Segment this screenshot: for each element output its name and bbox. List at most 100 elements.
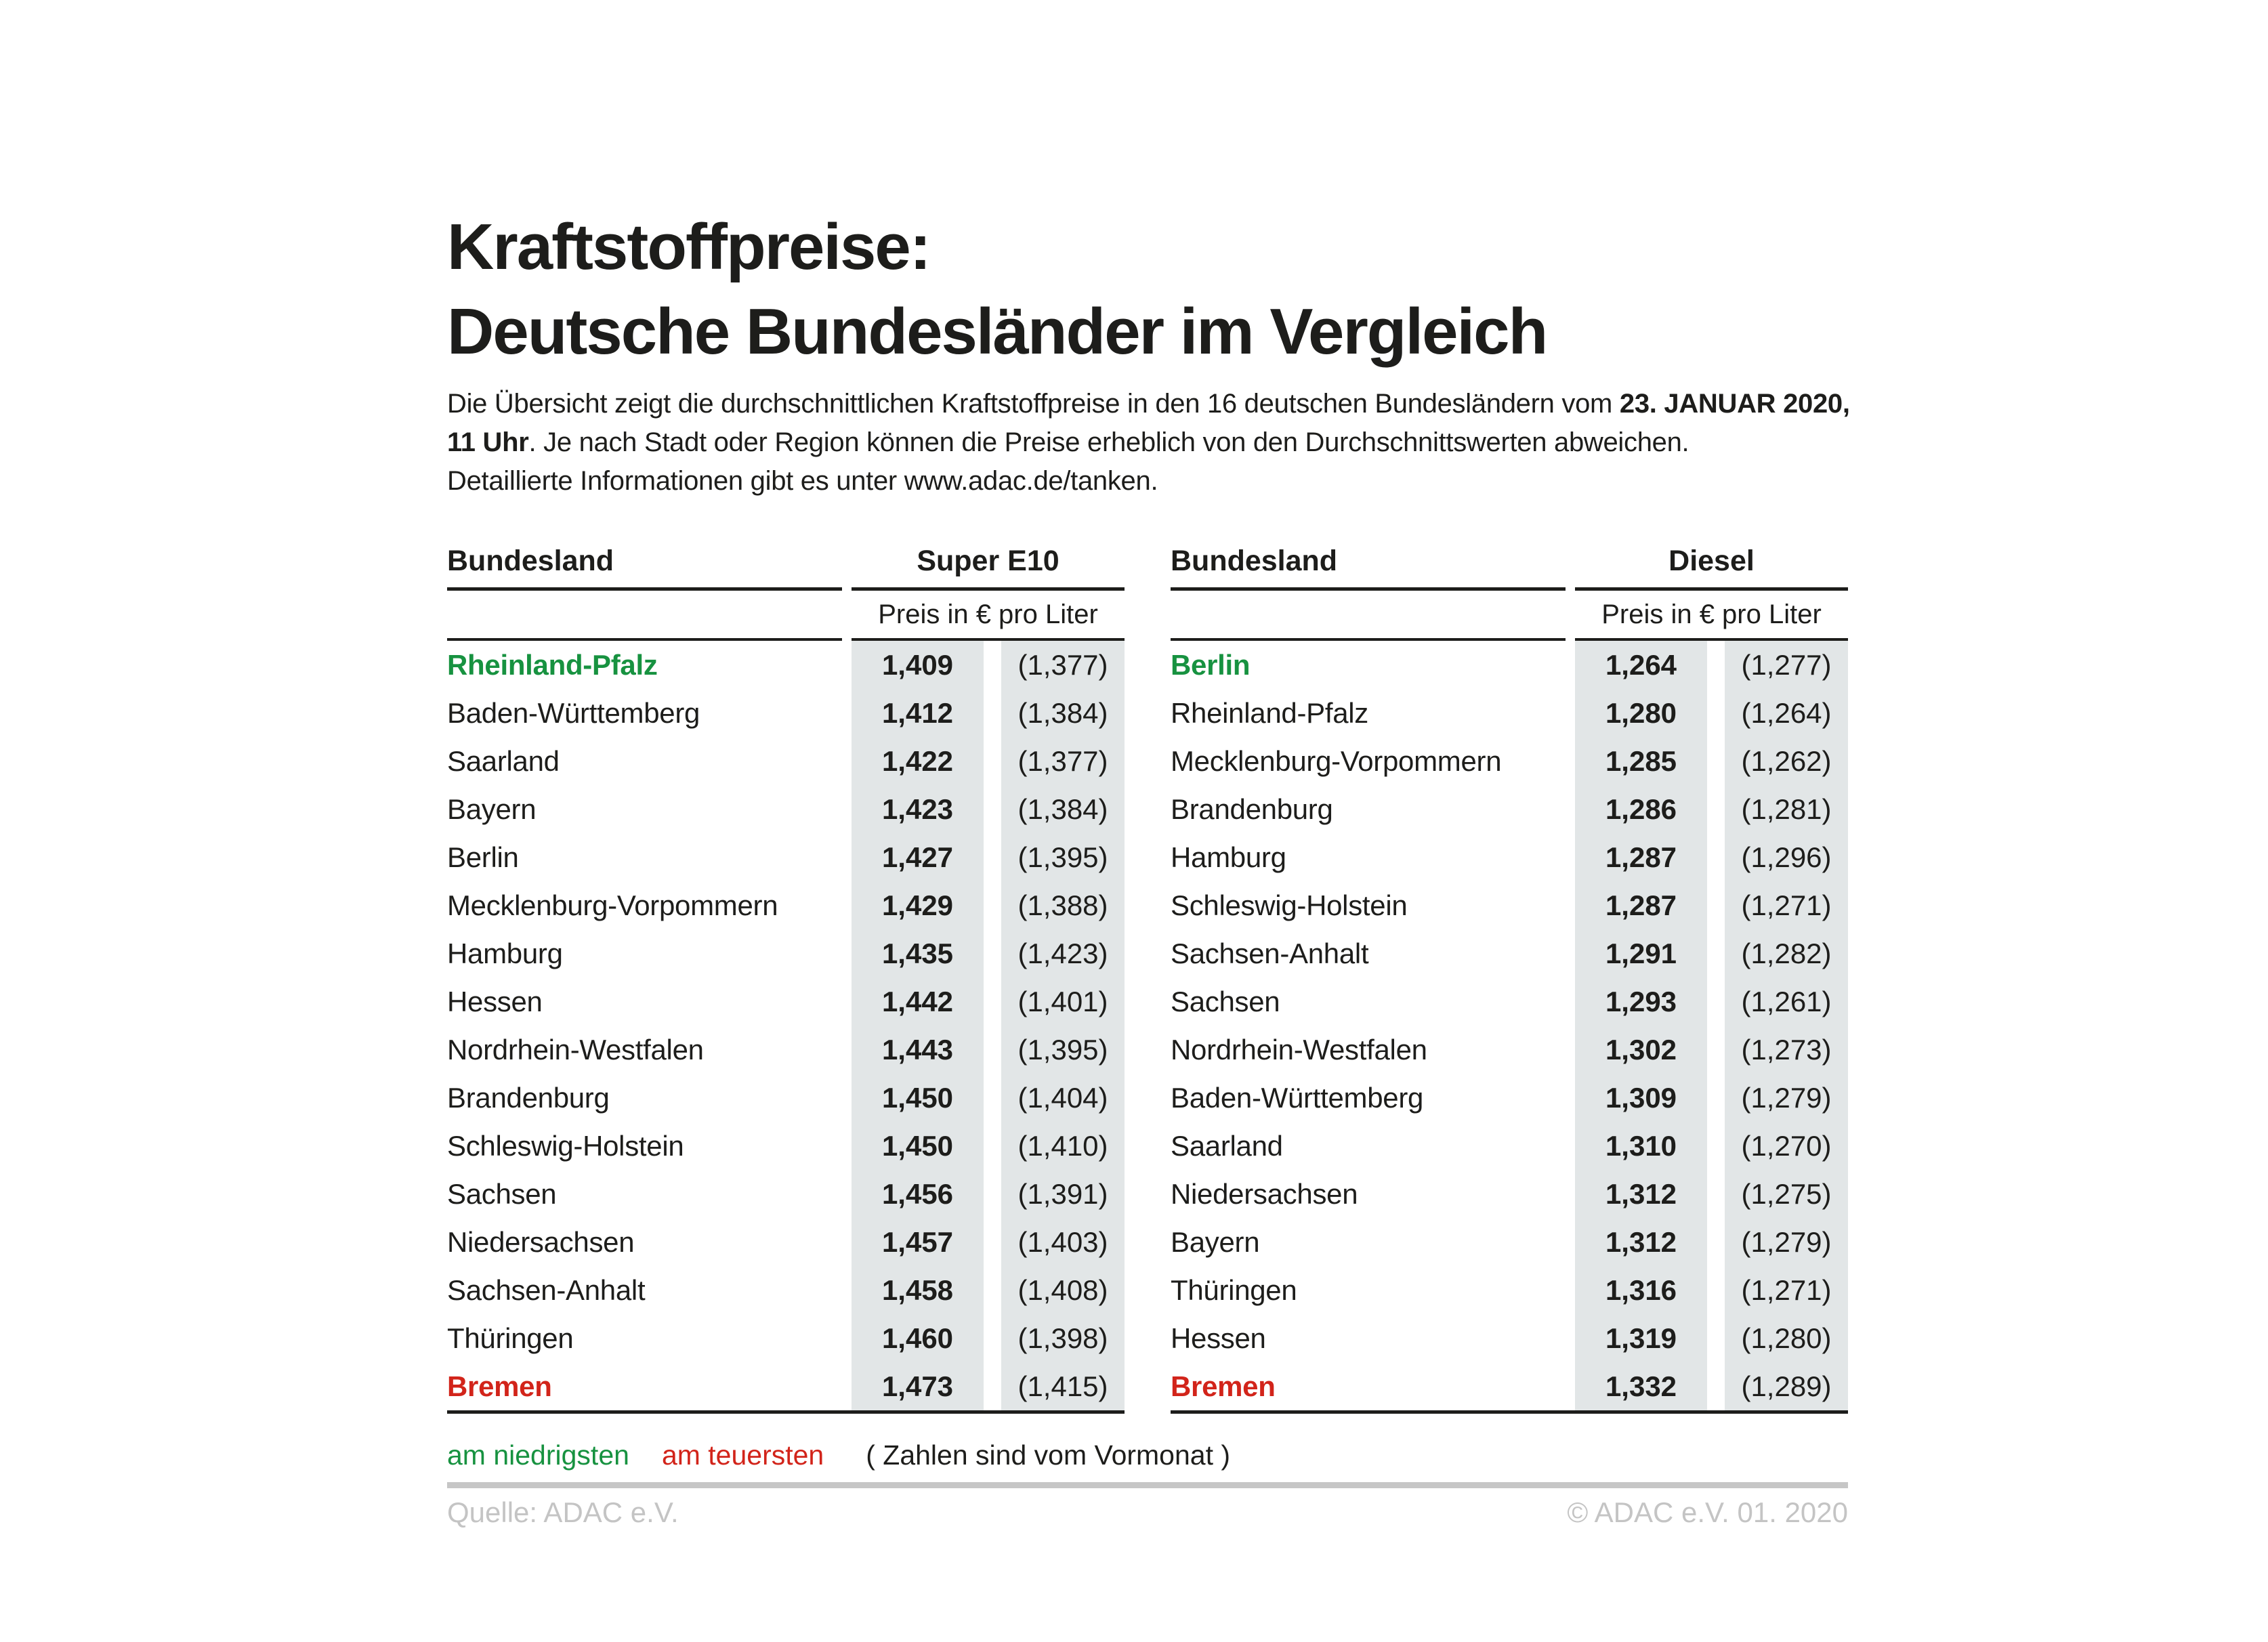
- price-value: 1,443: [881, 1033, 954, 1066]
- previous-month-value: (1,398): [1017, 1322, 1108, 1354]
- table-row: Thüringen 1,316 (1,271): [1171, 1266, 1848, 1314]
- previous-month-value: (1,401): [1017, 985, 1108, 1017]
- subheader-rule: [1171, 638, 1848, 641]
- price-value: 1,409: [881, 648, 954, 681]
- intro-text: . Je nach Stadt oder Region können die P…: [528, 427, 1689, 457]
- intro-line-2: 11 Uhr. Je nach Stadt oder Region können…: [447, 423, 1848, 462]
- footer: Quelle: ADAC e.V. © ADAC e.V. 01. 2020: [447, 1496, 1848, 1529]
- table-row: Nordrhein-Westfalen 1,302 (1,273): [1171, 1026, 1848, 1074]
- previous-month-value: (1,388): [1017, 889, 1108, 921]
- tables-container: Bundesland Super E10 Preis in € pro Lite…: [447, 536, 1848, 1414]
- intro-time-bold: 11 Uhr: [447, 427, 529, 457]
- legend-note: ( Zahlen sind vom Vormonat ): [866, 1439, 1231, 1471]
- state-name: Nordrhein-Westfalen: [447, 1033, 704, 1066]
- price-value: 1,286: [1605, 793, 1677, 825]
- table-header: Bundesland Super E10: [447, 536, 1125, 587]
- state-name: Bayern: [447, 793, 537, 825]
- table-row: Schleswig-Holstein 1,287 (1,271): [1171, 881, 1848, 929]
- previous-month-value: (1,423): [1017, 937, 1108, 969]
- table-subheader: Preis in € pro Liter: [447, 591, 1125, 638]
- price-value: 1,450: [881, 1081, 954, 1114]
- state-name: Mecklenburg-Vorpommern: [447, 889, 778, 921]
- table-row: Hamburg 1,287 (1,296): [1171, 833, 1848, 881]
- previous-month-value: (1,391): [1017, 1177, 1108, 1210]
- previous-month-value: (1,289): [1741, 1370, 1832, 1402]
- unit-label: Preis in € pro Liter: [878, 599, 1098, 629]
- legend-lowest-label: am niedrigsten: [447, 1439, 629, 1471]
- table-row: Mecklenburg-Vorpommern 1,429 (1,388): [447, 881, 1125, 929]
- previous-month-value: (1,296): [1741, 841, 1832, 873]
- table-row: Saarland 1,310 (1,270): [1171, 1122, 1848, 1170]
- table-row: Sachsen 1,456 (1,391): [447, 1170, 1125, 1218]
- table-super-e10: Bundesland Super E10 Preis in € pro Lite…: [447, 536, 1125, 1414]
- previous-month-value: (1,377): [1017, 648, 1108, 681]
- previous-month-value: (1,271): [1741, 1273, 1832, 1306]
- price-value: 1,427: [881, 841, 954, 873]
- column-header-bundesland: Bundesland: [1171, 545, 1338, 577]
- state-name: Berlin: [447, 841, 519, 873]
- price-column-background: [1575, 641, 1707, 1410]
- price-value: 1,312: [1605, 1225, 1677, 1258]
- state-name: Baden-Württemberg: [1171, 1081, 1424, 1114]
- state-name: Sachsen-Anhalt: [447, 1273, 646, 1306]
- intro-text: Die Übersicht zeigt die durchschnittlich…: [447, 389, 1620, 419]
- previous-month-value: (1,275): [1741, 1177, 1832, 1210]
- state-name: Hamburg: [1171, 841, 1286, 873]
- table-row: Schleswig-Holstein 1,450 (1,410): [447, 1122, 1125, 1170]
- state-name: Bremen: [1171, 1370, 1276, 1402]
- state-name: Bayern: [1171, 1225, 1260, 1258]
- state-name: Niedersachsen: [1171, 1177, 1358, 1210]
- table-row: Thüringen 1,460 (1,398): [447, 1314, 1125, 1362]
- legend-highest-label: am teuersten: [661, 1439, 824, 1471]
- column-header-bundesland: Bundesland: [447, 545, 614, 577]
- previous-month-value: (1,404): [1017, 1081, 1108, 1114]
- content-area: Kraftstoffpreise: Deutsche Bundesländer …: [447, 205, 1850, 1529]
- previous-month-value: (1,384): [1017, 696, 1108, 729]
- price-column-background: [852, 641, 984, 1410]
- previous-month-value: (1,403): [1017, 1225, 1108, 1258]
- table-row: Bremen 1,332 (1,289): [1171, 1362, 1848, 1410]
- table-row: Niedersachsen 1,457 (1,403): [447, 1218, 1125, 1266]
- previous-month-value: (1,410): [1017, 1129, 1108, 1162]
- price-value: 1,316: [1605, 1273, 1677, 1306]
- table-row: Bayern 1,312 (1,279): [1171, 1218, 1848, 1266]
- page-title-line-1: Kraftstoffpreise:: [447, 211, 931, 283]
- column-header-fuel: Diesel: [1668, 545, 1755, 577]
- price-value: 1,458: [881, 1273, 954, 1306]
- state-name: Berlin: [1171, 648, 1251, 681]
- footer-divider-bar: [447, 1482, 1848, 1488]
- previous-month-value: (1,395): [1017, 1033, 1108, 1066]
- state-name: Hessen: [1171, 1322, 1266, 1354]
- table-bottom-rule: [447, 1410, 1125, 1414]
- state-name: Nordrhein-Westfalen: [1171, 1033, 1427, 1066]
- previous-month-value: (1,271): [1741, 889, 1832, 921]
- table-row: Baden-Württemberg 1,412 (1,384): [447, 689, 1125, 737]
- state-name: Brandenburg: [447, 1081, 610, 1114]
- previous-month-value: (1,279): [1741, 1225, 1832, 1258]
- state-name: Saarland: [1171, 1129, 1283, 1162]
- state-name: Rheinland-Pfalz: [1171, 696, 1369, 729]
- page-title: Kraftstoffpreise: Deutsche Bundesländer …: [447, 205, 1848, 374]
- table-body: Rheinland-Pfalz 1,409 (1,377) Baden-Württem…: [447, 641, 1125, 1410]
- table-row: Bayern 1,423 (1,384): [447, 785, 1125, 833]
- price-value: 1,450: [881, 1129, 954, 1162]
- previous-month-value: (1,415): [1017, 1370, 1108, 1402]
- price-value: 1,312: [1605, 1177, 1677, 1210]
- state-name: Hessen: [447, 985, 543, 1017]
- previous-month-value: (1,282): [1741, 937, 1832, 969]
- state-name: Bremen: [447, 1370, 552, 1402]
- state-name: Mecklenburg-Vorpommern: [1171, 744, 1502, 777]
- state-name: Baden-Württemberg: [447, 696, 700, 729]
- table-diesel: Bundesland Diesel Preis in € pro Liter B…: [1171, 536, 1848, 1414]
- previous-month-column-background: [1001, 641, 1125, 1410]
- state-name: Saarland: [447, 744, 560, 777]
- price-value: 1,442: [881, 985, 954, 1017]
- previous-month-value: (1,280): [1741, 1322, 1832, 1354]
- price-value: 1,429: [881, 889, 954, 921]
- price-value: 1,457: [881, 1225, 954, 1258]
- table-row: Sachsen-Anhalt 1,458 (1,408): [447, 1266, 1125, 1314]
- price-value: 1,287: [1605, 889, 1677, 921]
- table-row: Brandenburg 1,450 (1,404): [447, 1074, 1125, 1122]
- state-name: Schleswig-Holstein: [1171, 889, 1408, 921]
- price-value: 1,435: [881, 937, 954, 969]
